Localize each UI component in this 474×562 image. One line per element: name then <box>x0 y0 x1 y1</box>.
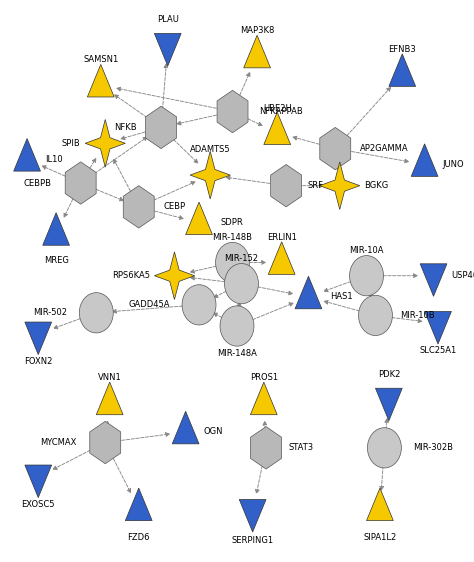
Text: MREG: MREG <box>44 256 69 265</box>
Text: SRF: SRF <box>308 181 324 190</box>
Text: MIR-152: MIR-152 <box>225 253 258 262</box>
Text: FZD6: FZD6 <box>128 533 150 542</box>
Text: USP46: USP46 <box>451 271 474 280</box>
Polygon shape <box>244 35 271 68</box>
Text: STAT3: STAT3 <box>288 443 313 452</box>
Polygon shape <box>190 151 230 199</box>
Polygon shape <box>295 277 322 309</box>
Text: IL10: IL10 <box>45 155 63 164</box>
Polygon shape <box>25 322 52 355</box>
Text: PLAU: PLAU <box>157 15 179 24</box>
Text: NFKB: NFKB <box>114 123 137 132</box>
Circle shape <box>358 295 392 336</box>
Polygon shape <box>366 488 393 520</box>
Text: VNN1: VNN1 <box>98 373 121 382</box>
Circle shape <box>349 256 383 296</box>
Polygon shape <box>25 465 52 497</box>
Circle shape <box>79 293 113 333</box>
Polygon shape <box>411 144 438 176</box>
Polygon shape <box>87 65 114 97</box>
Text: BGKG: BGKG <box>365 181 389 190</box>
Polygon shape <box>155 252 194 300</box>
Text: RPS6KA5: RPS6KA5 <box>112 271 150 280</box>
Text: MIR-148A: MIR-148A <box>217 349 257 358</box>
Text: EXOSC5: EXOSC5 <box>21 500 55 509</box>
Polygon shape <box>264 112 291 144</box>
Polygon shape <box>389 54 416 87</box>
Text: SERPING1: SERPING1 <box>232 536 273 545</box>
Text: EFNB3: EFNB3 <box>388 44 416 53</box>
Polygon shape <box>43 212 70 245</box>
Circle shape <box>367 428 401 468</box>
Text: MYCMAX: MYCMAX <box>40 438 76 447</box>
Text: SDPR: SDPR <box>220 218 243 227</box>
Text: SLC25A1: SLC25A1 <box>419 346 456 355</box>
Text: MAP3K8: MAP3K8 <box>240 26 274 35</box>
Polygon shape <box>172 411 199 444</box>
Text: FOXN2: FOXN2 <box>24 357 53 366</box>
Polygon shape <box>155 33 181 66</box>
Polygon shape <box>186 202 212 235</box>
Text: MIR-148B: MIR-148B <box>212 233 253 242</box>
Circle shape <box>225 264 258 304</box>
Text: SPIB: SPIB <box>62 139 81 148</box>
Polygon shape <box>375 388 402 421</box>
Text: UBE2H: UBE2H <box>263 105 292 114</box>
Polygon shape <box>96 382 123 415</box>
Text: PDK2: PDK2 <box>378 370 400 379</box>
Circle shape <box>182 285 216 325</box>
Polygon shape <box>14 139 40 171</box>
Text: MIR-302B: MIR-302B <box>413 443 454 452</box>
Polygon shape <box>420 264 447 296</box>
Text: MIR-502: MIR-502 <box>33 309 67 318</box>
Polygon shape <box>125 488 152 520</box>
Polygon shape <box>250 382 277 415</box>
Text: OGN: OGN <box>203 428 223 437</box>
Polygon shape <box>85 120 125 167</box>
Text: MIR-10A: MIR-10A <box>349 246 384 255</box>
Text: HAS1: HAS1 <box>330 292 353 301</box>
Text: JUNO: JUNO <box>442 160 464 169</box>
Text: CEBPB: CEBPB <box>24 179 52 188</box>
Text: MIR-10B: MIR-10B <box>400 311 435 320</box>
Polygon shape <box>268 242 295 274</box>
Circle shape <box>220 306 254 346</box>
Polygon shape <box>319 162 360 210</box>
Text: AP2GAMMA: AP2GAMMA <box>360 144 409 153</box>
Text: CEBP: CEBP <box>164 202 185 211</box>
Text: PROS1: PROS1 <box>250 373 278 382</box>
Text: ERLIN1: ERLIN1 <box>267 233 297 242</box>
Text: NFKAPPAB: NFKAPPAB <box>259 107 303 116</box>
Text: SAMSN1: SAMSN1 <box>83 55 118 64</box>
Circle shape <box>216 242 249 283</box>
Polygon shape <box>425 311 451 344</box>
Polygon shape <box>239 500 266 532</box>
Text: GADD45A: GADD45A <box>128 300 170 309</box>
Text: ADAMTS5: ADAMTS5 <box>190 145 230 154</box>
Text: SIPA1L2: SIPA1L2 <box>363 533 397 542</box>
